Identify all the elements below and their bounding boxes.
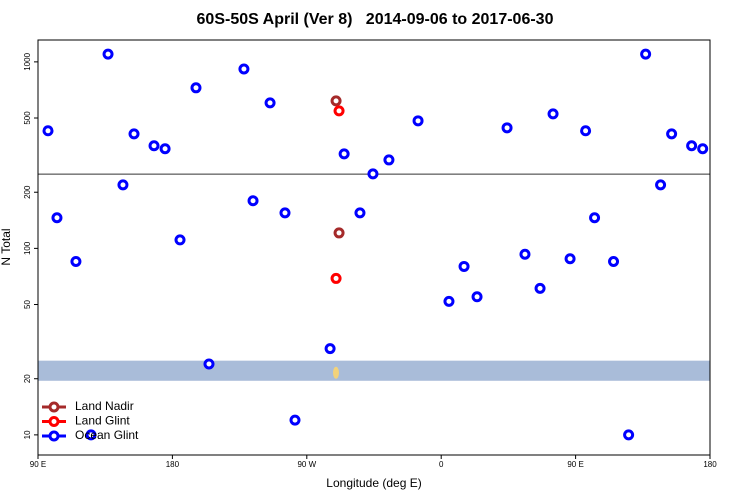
point — [203, 358, 215, 370]
legend-marker — [48, 401, 60, 413]
x-tick-label: 180 — [166, 460, 180, 469]
point — [128, 128, 140, 140]
chart-title: 60S-50S April (Ver 8) 2014-09-06 to 2017… — [197, 11, 554, 28]
point — [354, 207, 366, 219]
point — [247, 195, 259, 207]
point — [534, 282, 546, 294]
y-axis-label: N Total — [0, 228, 13, 265]
legend-label: Ocean Glint — [75, 428, 139, 442]
point — [623, 429, 635, 441]
point — [148, 140, 160, 152]
point — [666, 128, 678, 140]
point — [238, 63, 250, 75]
point — [443, 295, 455, 307]
point — [655, 179, 667, 191]
legend-label: Land Glint — [75, 414, 130, 428]
point — [519, 248, 531, 260]
x-axis-label: Longitude (deg E) — [326, 476, 421, 490]
point — [458, 260, 470, 272]
point — [589, 212, 601, 224]
landmass — [333, 366, 339, 379]
point — [159, 143, 171, 155]
x-tick-label: 90 E — [30, 460, 46, 469]
y-tick-label: 50 — [23, 300, 32, 309]
legend-marker — [48, 430, 60, 442]
point — [686, 140, 698, 152]
x-tick-label: 90 W — [297, 460, 316, 469]
point — [471, 291, 483, 303]
y-tick-label: 200 — [23, 185, 32, 199]
y-tick-label: 20 — [23, 374, 32, 383]
point — [264, 97, 276, 109]
point — [190, 82, 202, 94]
point — [333, 227, 345, 239]
point — [564, 253, 576, 265]
point — [51, 212, 63, 224]
point — [330, 95, 342, 107]
point — [640, 48, 652, 60]
point — [333, 105, 345, 117]
point — [42, 125, 54, 137]
x-tick-label: 0 — [439, 460, 444, 469]
point — [70, 256, 82, 268]
point — [367, 168, 379, 180]
point — [85, 429, 97, 441]
point — [608, 256, 620, 268]
legend-label: Land Nadir — [75, 399, 134, 413]
y-tick-label: 500 — [23, 111, 32, 125]
y-tick-label: 100 — [23, 241, 32, 255]
point — [501, 122, 513, 134]
point — [697, 143, 709, 155]
point — [102, 48, 114, 60]
point — [547, 108, 559, 120]
y-tick-label: 10 — [23, 430, 32, 439]
point — [174, 234, 186, 246]
legend-marker — [48, 416, 60, 427]
point — [412, 115, 424, 127]
x-tick-label: 90 E — [567, 460, 583, 469]
point — [324, 343, 336, 355]
map-band — [38, 360, 710, 381]
x-tick-label: 180 — [703, 460, 717, 469]
point — [338, 148, 350, 160]
point — [117, 179, 129, 191]
point — [289, 414, 301, 426]
y-tick-label: 1000 — [23, 52, 32, 70]
point — [279, 207, 291, 219]
plot-frame — [37, 39, 711, 456]
point — [580, 125, 592, 137]
point — [330, 272, 342, 284]
point — [383, 154, 395, 166]
